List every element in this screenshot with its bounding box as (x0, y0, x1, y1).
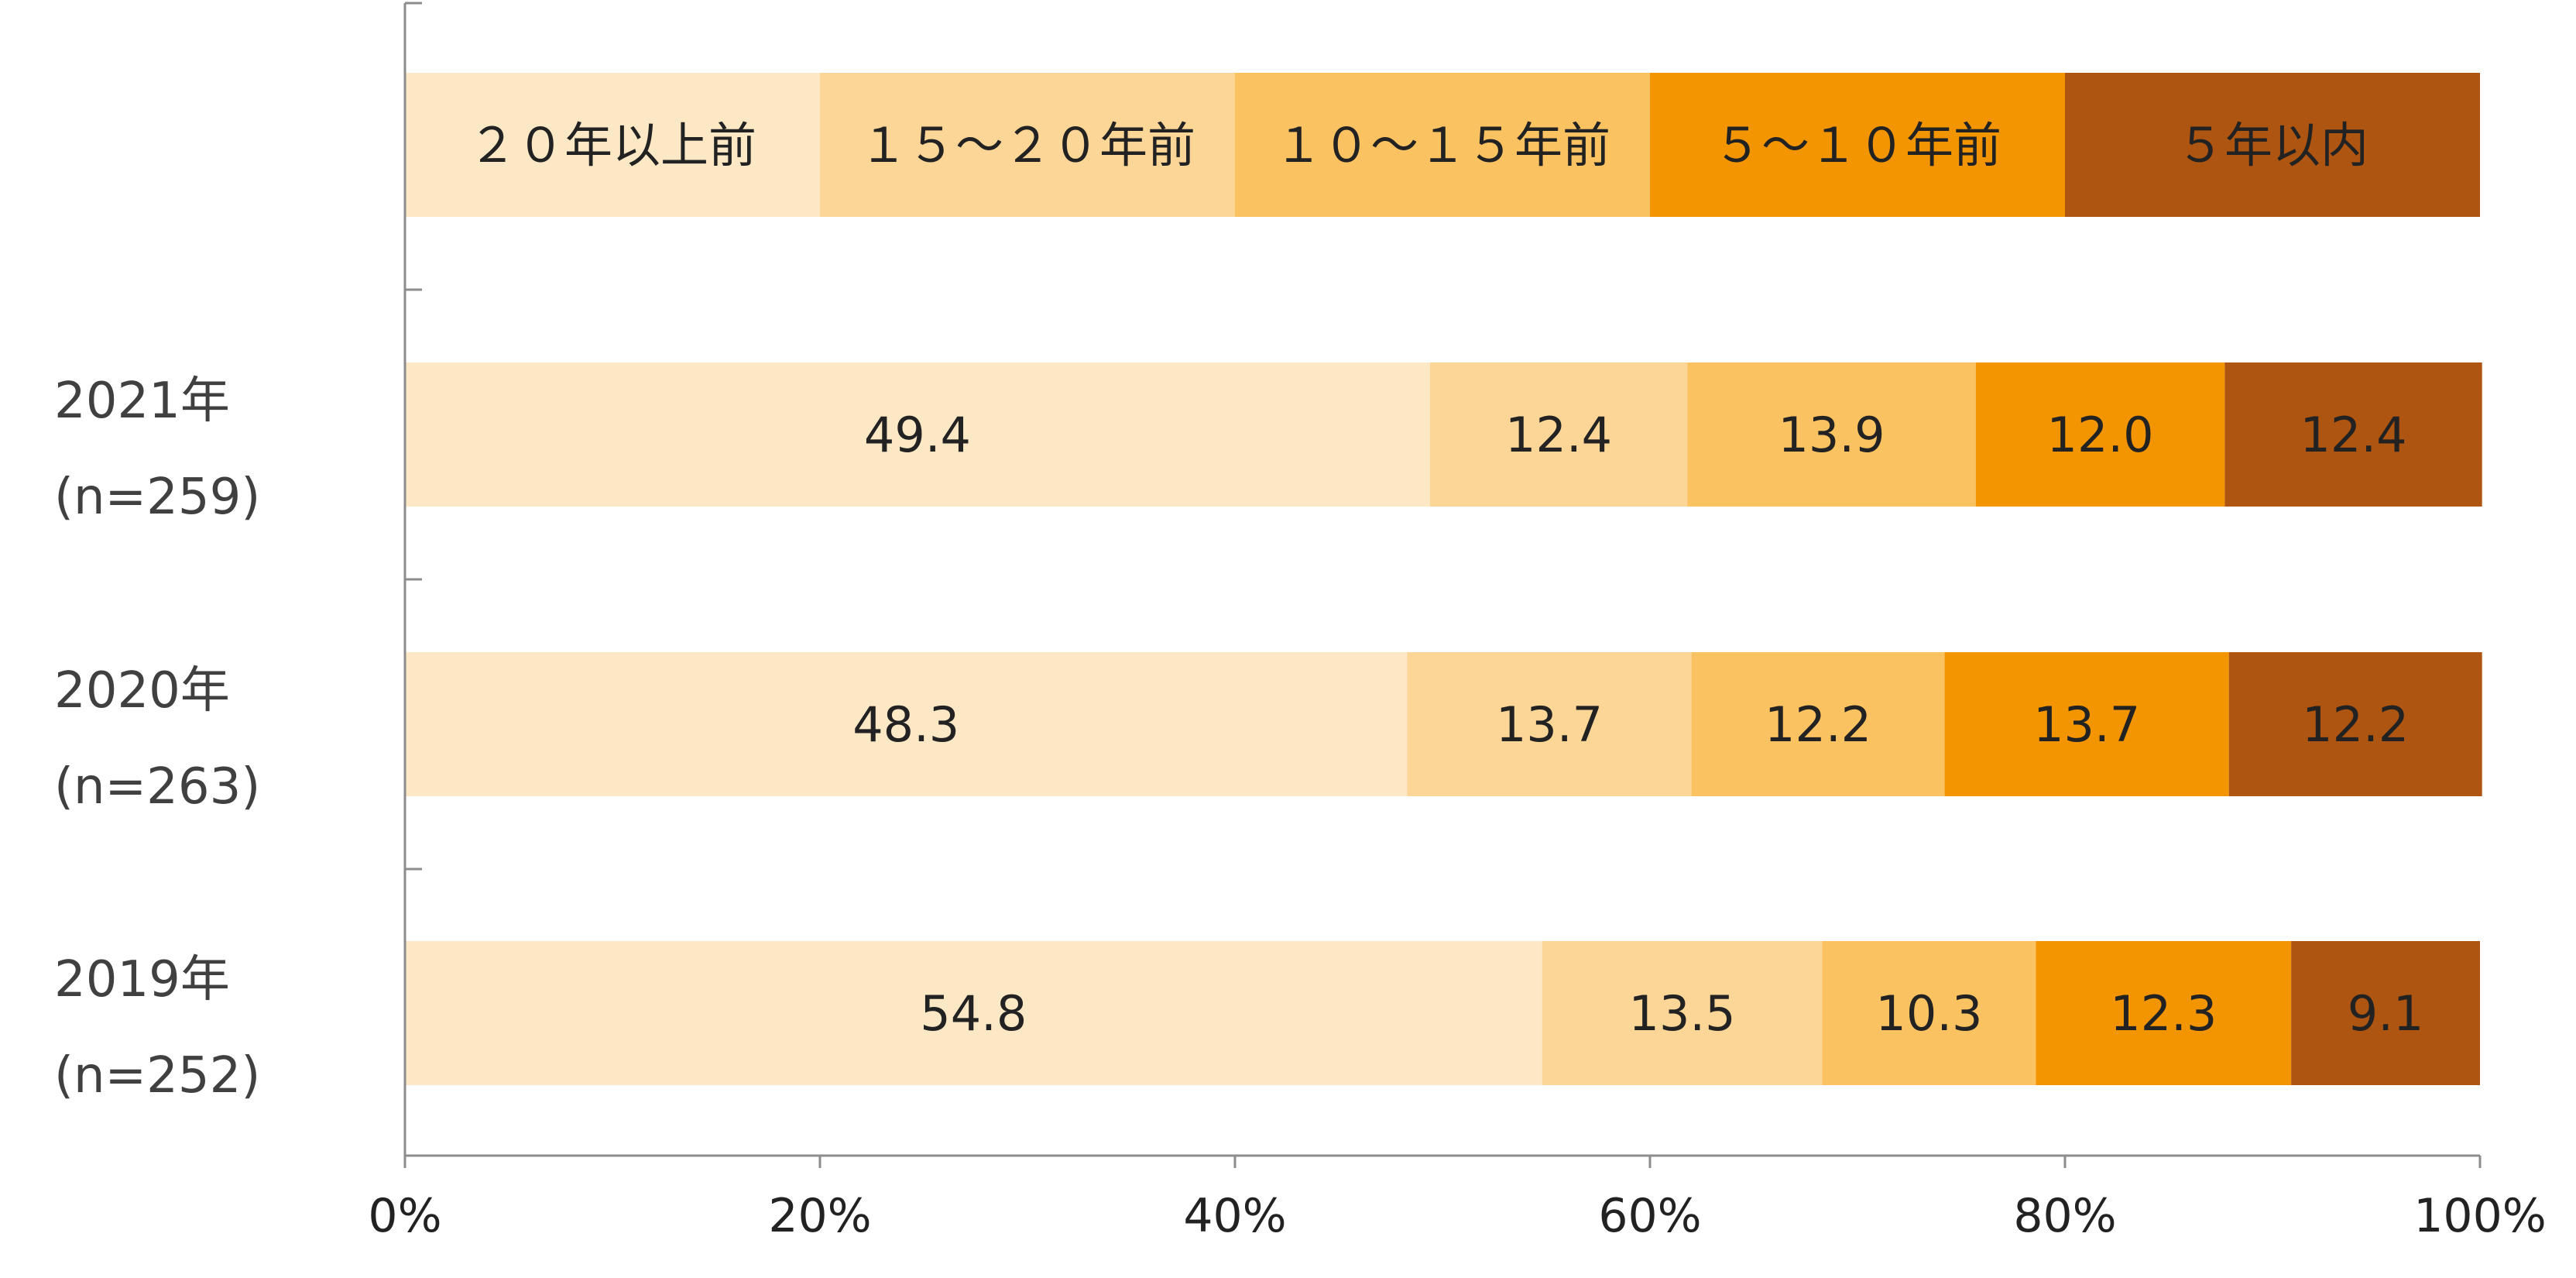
category-label-row2-line1: 2020年 (54, 662, 230, 720)
bar-segment-row3-s1 (405, 941, 1542, 1085)
legend-label-4: ５～１０年前 (1713, 117, 2001, 173)
data-label-row3-s2: 13.5 (1629, 985, 1736, 1042)
bar-segment-row2-s2 (1407, 652, 1692, 796)
labels-layer: ２０年以上前 １５～２０年前 １０～１５年前 ５～１０年前 ５年以内 49.4 12.4 13… (54, 117, 2547, 1243)
legend-label-5: ５年以内 (2176, 117, 2368, 173)
legend-bar-segment-1 (405, 73, 820, 217)
bar-segment-row3-s4 (2036, 941, 2292, 1085)
category-label-row3-line1: 2019年 (54, 951, 230, 1008)
legend-bar-segment-2 (820, 73, 1235, 217)
category-label-row1-line2: (n=259) (54, 469, 260, 526)
x-tick-label-6: 100% (2413, 1189, 2547, 1243)
legend-bar-segment-4 (1650, 73, 2065, 217)
category-label-row1-line1: 2021年 (54, 373, 230, 430)
bar-segment-row3-s2 (1542, 941, 1823, 1085)
bar-segment-row2-s1 (405, 652, 1408, 796)
bar-segment-row3-s3 (1822, 941, 2036, 1085)
bar-segment-row3-s5 (2291, 941, 2480, 1085)
bar-segment-row1-s2 (1429, 362, 1688, 507)
legend-label-3: １０～１５年前 (1274, 117, 1610, 173)
data-label-row1-s1: 49.4 (864, 407, 971, 463)
x-tick-label-3: 40% (1183, 1189, 1286, 1243)
x-tick-label-5: 80% (2013, 1189, 2116, 1243)
bar-segment-row1-s1 (405, 362, 1430, 507)
x-tick-label-2: 20% (768, 1189, 871, 1243)
data-label-row2-s2: 13.7 (1496, 696, 1603, 753)
data-label-row2-s4: 13.7 (2033, 696, 2140, 753)
bar-segment-row2-s5 (2228, 652, 2482, 796)
data-label-row3-s4: 12.3 (2110, 985, 2217, 1042)
bar-segment-row1-s5 (2224, 362, 2482, 507)
x-tick-label-1: 0% (368, 1189, 441, 1243)
data-label-row2-s3: 12.2 (1765, 696, 1871, 753)
category-label-row2-line2: (n=263) (54, 758, 260, 816)
bars-layer (405, 73, 2482, 1085)
legend-bar-segment-5 (2065, 73, 2480, 217)
legend-label-1: ２０年以上前 (468, 117, 756, 173)
x-tick-label-4: 60% (1598, 1189, 1701, 1243)
data-label-row1-s2: 12.4 (1505, 407, 1612, 463)
data-label-row2-s1: 48.3 (852, 696, 959, 753)
bar-segment-row2-s4 (1944, 652, 2229, 796)
bar-segment-row1-s3 (1687, 362, 1976, 507)
bar-segment-row2-s3 (1691, 652, 1945, 796)
bar-segment-row1-s4 (1975, 362, 2225, 507)
data-label-row3-s3: 10.3 (1875, 985, 1982, 1042)
data-label-row1-s3: 13.9 (1778, 407, 1885, 463)
data-label-row2-s5: 12.2 (2302, 696, 2409, 753)
legend-bar-segment-3 (1235, 73, 1650, 217)
category-label-row3-line2: (n=252) (54, 1047, 260, 1105)
data-label-row3-s1: 54.8 (920, 985, 1027, 1042)
data-label-row1-s5: 12.4 (2300, 407, 2406, 463)
legend-label-2: １５～２０年前 (859, 117, 1195, 173)
data-label-row1-s4: 12.0 (2047, 407, 2154, 463)
data-label-row3-s5: 9.1 (2348, 985, 2424, 1042)
axes-layer (403, 2, 2482, 1168)
